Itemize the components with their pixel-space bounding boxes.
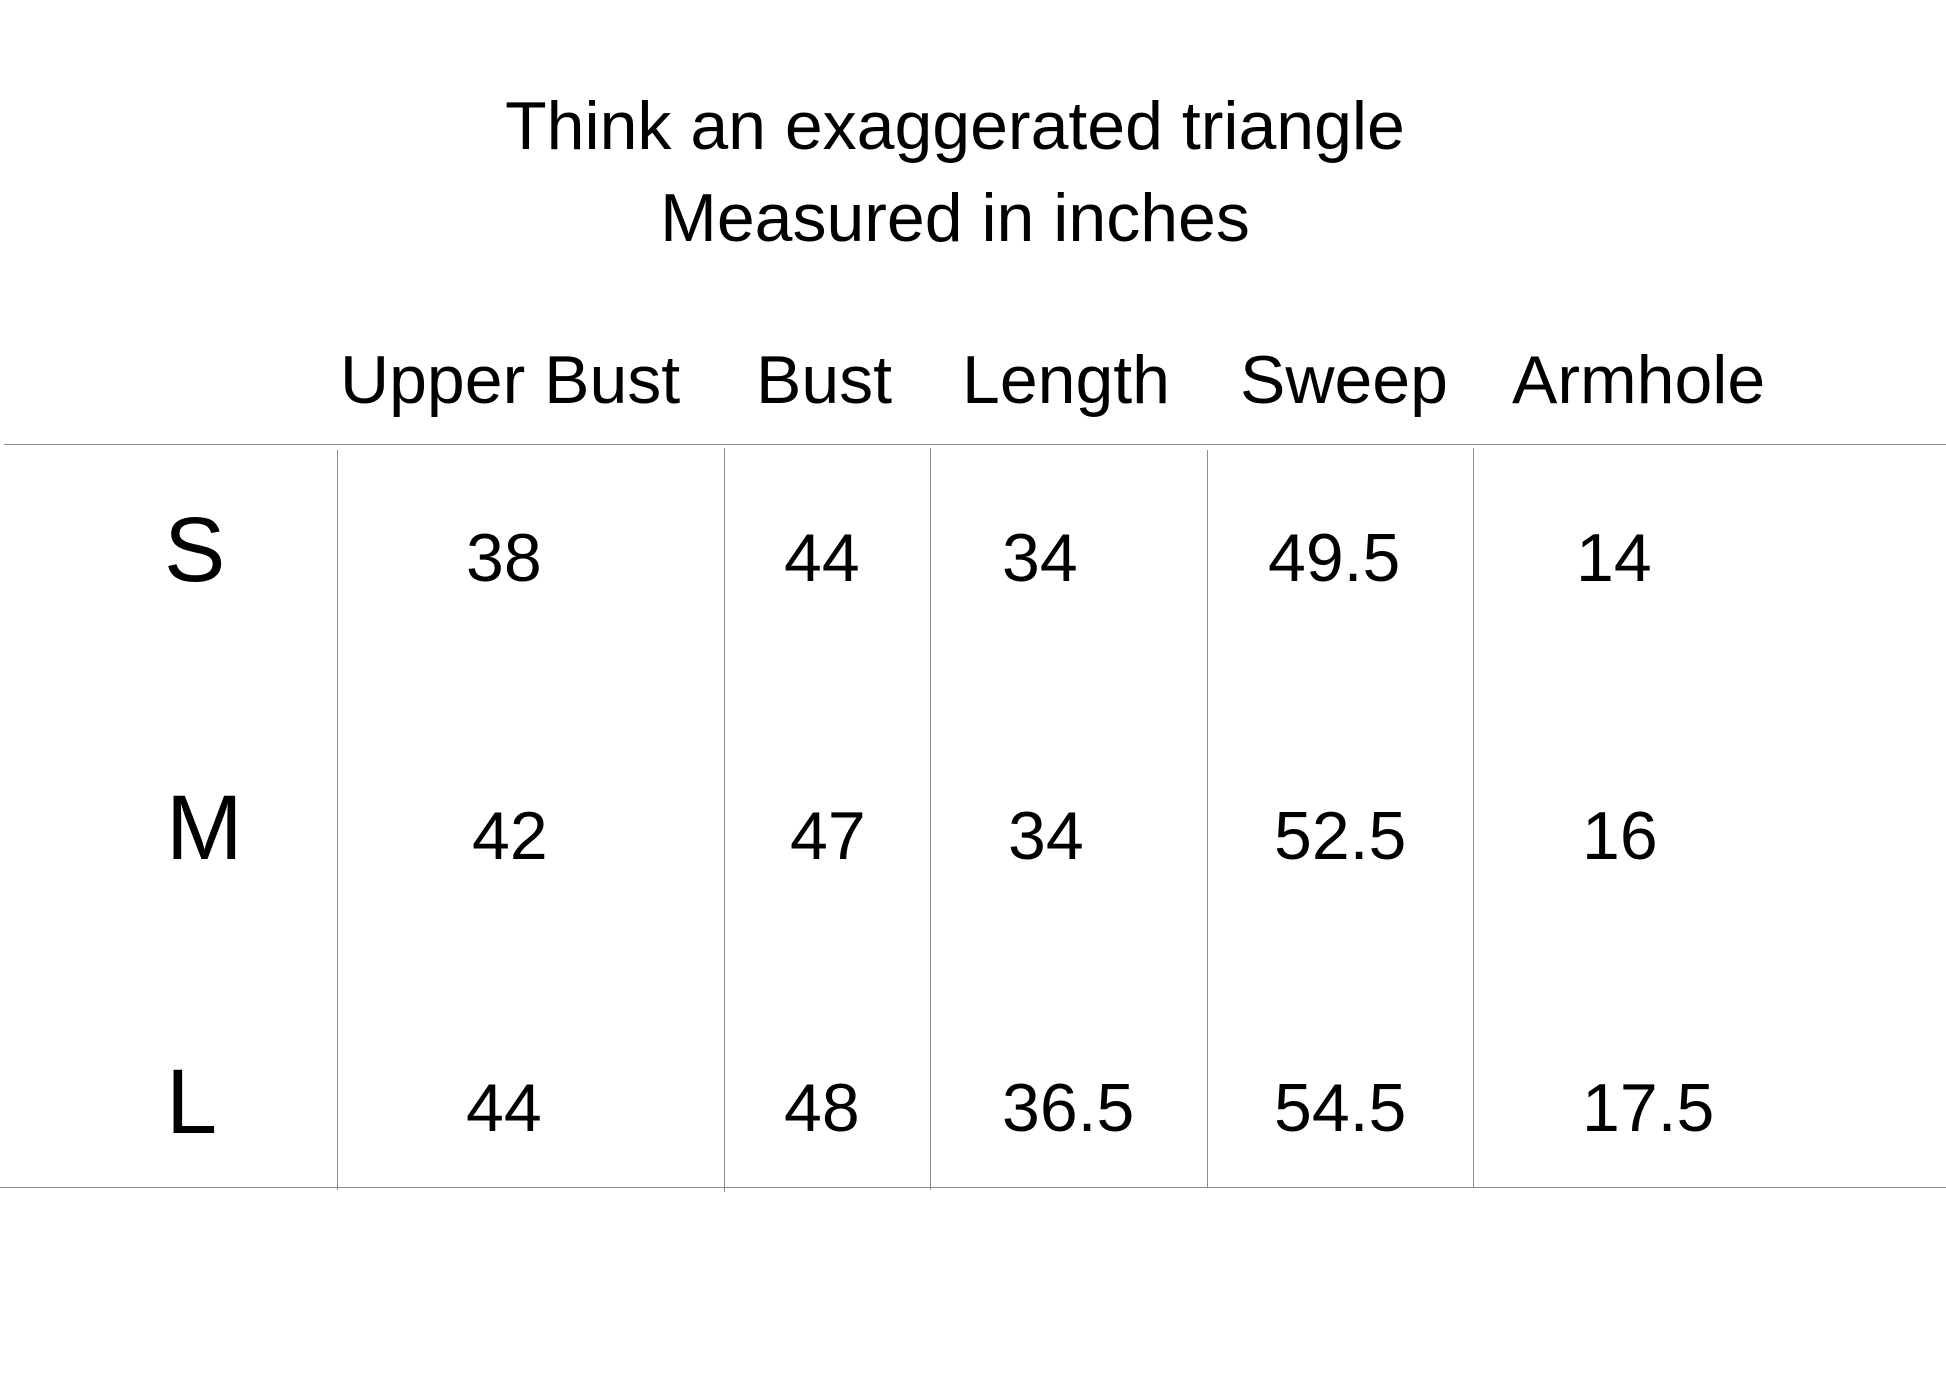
cell-l-upper-bust: 44 [466, 1070, 542, 1146]
cell-m-length: 34 [1008, 798, 1084, 874]
size-label-m: M [166, 777, 243, 879]
cell-m-sweep: 52.5 [1274, 798, 1407, 874]
cell-l-bust: 48 [784, 1070, 860, 1146]
cell-s-length: 34 [1002, 520, 1078, 596]
cell-m-upper-bust: 42 [472, 798, 548, 874]
column-divider [337, 450, 338, 1190]
header-length: Length [962, 342, 1170, 418]
column-divider [724, 448, 725, 1192]
header-upper-bust: Upper Bust [340, 342, 681, 418]
table-bottom-rule [0, 1187, 1946, 1188]
header-sweep: Sweep [1240, 342, 1448, 418]
cell-s-armhole: 14 [1576, 520, 1652, 596]
header-armhole: Armhole [1512, 342, 1766, 418]
title-line-1: Think an exaggerated triangle [505, 88, 1405, 164]
cell-m-bust: 47 [790, 798, 866, 874]
size-label-l: L [166, 1051, 218, 1153]
cell-l-armhole: 17.5 [1582, 1070, 1715, 1146]
table-top-rule [4, 444, 1946, 445]
cell-s-sweep: 49.5 [1268, 520, 1401, 596]
cell-m-armhole: 16 [1582, 798, 1658, 874]
cell-l-length: 36.5 [1002, 1070, 1135, 1146]
column-divider [1207, 450, 1208, 1188]
title-line-2: Measured in inches [660, 180, 1250, 256]
cell-s-bust: 44 [784, 520, 860, 596]
cell-l-sweep: 54.5 [1274, 1070, 1407, 1146]
header-bust: Bust [756, 342, 893, 418]
column-divider [930, 448, 931, 1190]
cell-s-upper-bust: 38 [466, 520, 542, 596]
column-divider [1473, 448, 1474, 1188]
size-label-s: S [164, 499, 226, 601]
